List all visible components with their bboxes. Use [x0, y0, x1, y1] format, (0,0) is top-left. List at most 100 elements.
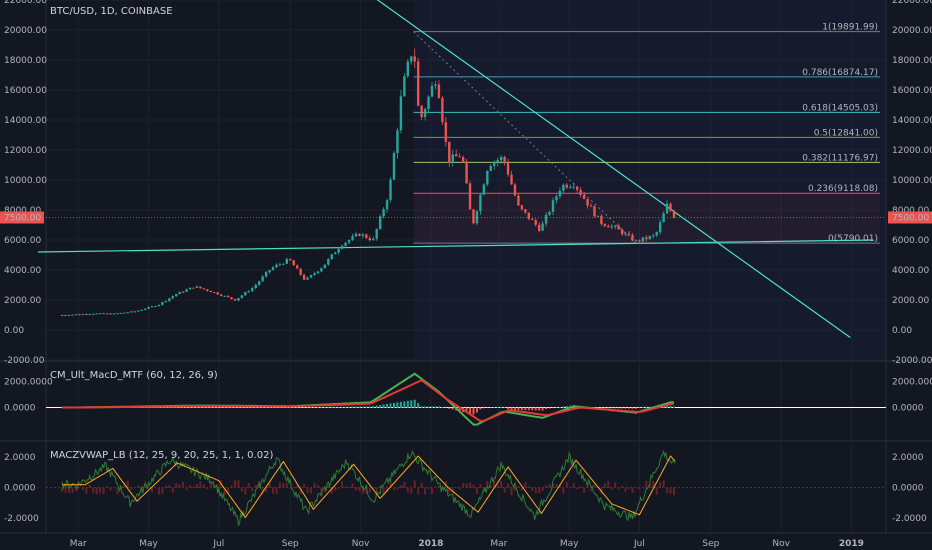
candle-body — [499, 156, 503, 161]
macd-histogram-bar — [361, 406, 364, 408]
vwap-histogram-bar — [548, 484, 551, 488]
vwap-histogram-bar — [151, 487, 154, 492]
macd-histogram-bar — [610, 407, 613, 409]
y-tick-label-left: -2.0000 — [4, 514, 39, 524]
vwap-histogram-bar — [330, 487, 333, 494]
fib-level-label: 0.236(9118.08) — [808, 184, 878, 194]
vwap-histogram-bar — [171, 487, 174, 493]
macd-histogram-bar — [337, 406, 340, 408]
candle-body — [555, 196, 558, 201]
vwap-histogram-bar — [655, 487, 658, 496]
candle-body — [589, 205, 593, 207]
macd-histogram-bar — [520, 407, 523, 411]
macd-histogram-bar — [379, 405, 382, 408]
vwap-histogram-bar — [182, 481, 185, 488]
candle-body — [475, 211, 479, 224]
vwap-histogram-bar — [161, 487, 164, 494]
candle-body — [247, 291, 250, 293]
candle-body — [510, 174, 513, 185]
vwap-histogram-bar — [652, 480, 655, 488]
candle-body — [372, 238, 375, 241]
macd-histogram-bar — [648, 406, 651, 408]
macd-histogram-bar — [417, 403, 420, 408]
vwap-histogram-bar — [379, 486, 382, 488]
macd-histogram-bar — [548, 407, 551, 409]
macd-histogram-bar — [320, 406, 323, 408]
macd-histogram-bar — [247, 407, 250, 408]
macd-histogram-bar — [220, 407, 223, 408]
candle-body — [268, 269, 271, 273]
y-tick-label-right: -2000.00 — [892, 356, 932, 366]
y-tick-label-right: 0.0000 — [892, 404, 924, 414]
vwap-histogram-bar — [621, 485, 624, 488]
macd-histogram-bar — [603, 407, 606, 409]
candle-body — [479, 194, 482, 212]
vwap-histogram-bar — [109, 487, 112, 491]
macd-histogram-bar — [482, 407, 485, 409]
vwap-histogram-bar — [126, 480, 129, 488]
candle-body — [361, 234, 365, 236]
candle-body — [427, 96, 430, 110]
candle-body — [192, 287, 195, 289]
macd-histogram-bar — [427, 406, 430, 408]
candle-body — [593, 206, 596, 217]
macd-histogram-bar — [316, 407, 319, 408]
vwap-histogram-bar — [299, 487, 302, 495]
macd-histogram-bar — [434, 406, 437, 408]
macd-histogram-bar — [551, 407, 554, 409]
vwap-histogram-bar — [175, 483, 178, 488]
vwap-histogram-bar — [527, 486, 530, 488]
candle-body — [430, 85, 434, 97]
vwap-histogram-bar — [634, 487, 637, 489]
candle-body — [572, 186, 575, 188]
x-tick-label: Jul — [212, 539, 224, 549]
candle-body — [316, 271, 320, 274]
candle-body — [119, 312, 123, 314]
candle-body — [586, 198, 589, 206]
macd-histogram-bar — [258, 407, 261, 408]
vwap-histogram-bar — [469, 483, 472, 488]
candle-body — [389, 179, 392, 201]
macd-histogram-bar — [662, 406, 665, 408]
macd-histogram-bar — [171, 407, 174, 408]
vwap-histogram-bar — [71, 487, 74, 494]
candle-body — [282, 263, 285, 265]
y-tick-label-right: 16000.00 — [892, 86, 932, 96]
macd-histogram-bar — [185, 407, 188, 408]
candle-body — [385, 200, 389, 210]
macd-histogram-bar — [527, 407, 530, 411]
vwap-histogram-bar — [202, 484, 205, 488]
vwap-histogram-bar — [389, 480, 392, 488]
candle-body — [486, 170, 489, 185]
candle-body — [392, 152, 396, 180]
candle-body — [489, 165, 492, 171]
candle-body — [448, 141, 451, 163]
candle-body — [506, 161, 510, 175]
vwap-histogram-bar — [361, 487, 364, 494]
candle-body — [607, 225, 610, 228]
vwap-histogram-bar — [78, 487, 81, 489]
candle-body — [472, 209, 475, 224]
vwap-histogram-bar — [74, 487, 77, 492]
macd-histogram-bar — [341, 406, 344, 408]
current-price-label-right: 7500.00 — [892, 214, 929, 224]
macd-histogram-bar — [386, 403, 389, 408]
vwap-histogram-bar — [458, 487, 461, 490]
y-tick-label-left: 12000.00 — [4, 146, 47, 156]
y-tick-label-left: 4000.00 — [4, 266, 41, 276]
vwap-histogram-bar — [403, 481, 406, 488]
macd-histogram-bar — [230, 407, 233, 408]
macd-histogram-bar — [189, 407, 192, 408]
macd-histogram-bar — [645, 406, 648, 408]
candle-body — [627, 233, 631, 235]
candle-body — [112, 313, 116, 315]
vwap-histogram-bar — [199, 481, 202, 488]
vwap-histogram-bar — [157, 487, 160, 495]
macd-histogram-bar — [513, 407, 516, 410]
macd-histogram-bar — [624, 407, 627, 409]
candle-body — [482, 184, 486, 195]
y-tick-label-right: 22000.00 — [892, 0, 932, 6]
vwap-histogram-bar — [206, 487, 209, 490]
y-tick-label-right: 2.0000 — [892, 453, 924, 463]
